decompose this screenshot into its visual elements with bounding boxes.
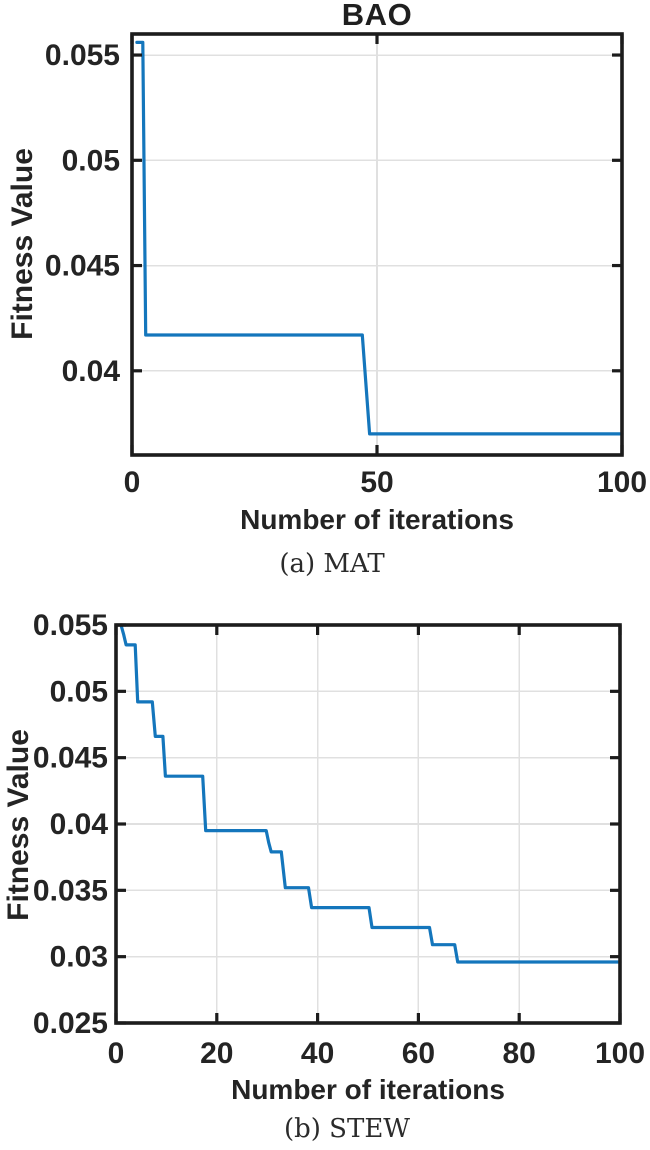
svg-text:0.045: 0.045 — [33, 742, 108, 775]
mat-y-axis-label: Fitness Value — [6, 148, 39, 340]
svg-text:20: 20 — [200, 1037, 233, 1070]
stew-caption: (b) STEW — [283, 1114, 411, 1144]
svg-text:40: 40 — [301, 1037, 334, 1070]
svg-text:50: 50 — [360, 466, 393, 499]
series-line — [135, 40, 624, 436]
chart-stew: 0 20 40 60 80 100 0.025 0.03 0.035 0.04 0.045 0.05 0… — [0, 590, 650, 1150]
chart-mat: 0 50 100 0.04 0.045 0.05 0.055 BAO Fitness Val… — [6, 0, 647, 579]
svg-text:0.025: 0.025 — [33, 1007, 108, 1040]
mat-caption: (a) MAT — [279, 549, 385, 579]
svg-text:0.04: 0.04 — [50, 808, 109, 841]
svg-text:80: 80 — [503, 1037, 536, 1070]
svg-text:0: 0 — [108, 1037, 125, 1070]
svg-text:0.05: 0.05 — [50, 675, 108, 708]
svg-text:60: 60 — [402, 1037, 435, 1070]
svg-text:0.05: 0.05 — [62, 144, 120, 177]
series-line — [119, 623, 622, 964]
svg-text:0.055: 0.055 — [33, 609, 108, 642]
svg-text:100: 100 — [597, 466, 647, 499]
mat-x-axis-label: Number of iterations — [240, 504, 514, 535]
svg-text:0.035: 0.035 — [33, 874, 108, 907]
stew-plot-svg: 0 20 40 60 80 100 0.025 0.03 0.035 0.04 0.045 0.05 0… — [33, 609, 645, 1070]
svg-text:0: 0 — [124, 466, 141, 499]
mat-title: BAO — [341, 0, 413, 32]
mat-plot-svg: 0 50 100 0.04 0.045 0.05 0.055 — [45, 32, 647, 499]
stew-x-axis-label: Number of iterations — [231, 1074, 505, 1105]
svg-text:0.045: 0.045 — [45, 250, 120, 283]
svg-text:0.04: 0.04 — [62, 355, 121, 388]
svg-text:0.055: 0.055 — [45, 39, 120, 72]
svg-text:0.03: 0.03 — [50, 941, 108, 974]
stew-y-axis-label: Fitness Value — [2, 729, 35, 921]
svg-text:100: 100 — [595, 1037, 645, 1070]
